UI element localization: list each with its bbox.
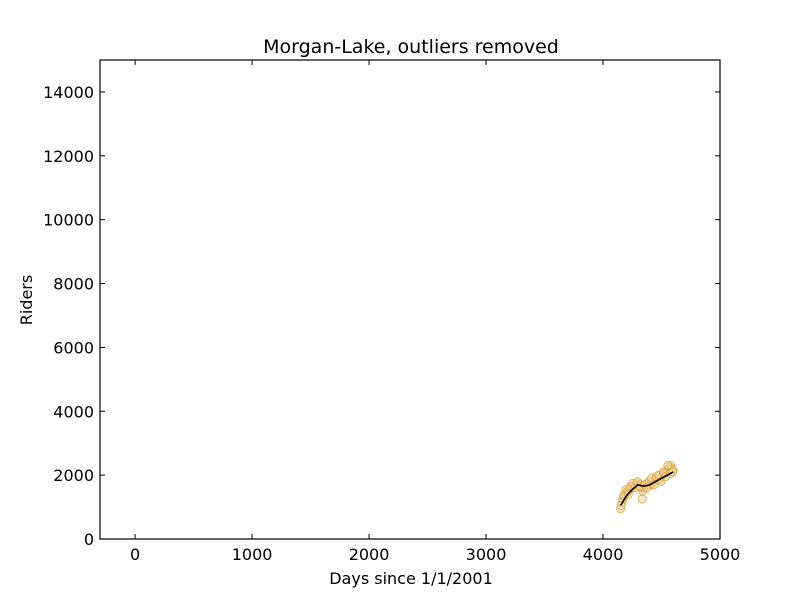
x-tick-label: 0 xyxy=(130,545,140,564)
scatter-point xyxy=(637,494,647,504)
x-axis-label: Days since 1/1/2001 xyxy=(329,569,493,588)
axis-ticks: 0 1000 2000 3000 4000 5000 0 2000 4000 6000 8000 10… xyxy=(43,60,740,564)
x-tick-label: 4000 xyxy=(583,545,624,564)
y-tick-label: 10000 xyxy=(43,211,94,230)
chart-title: Morgan-Lake, outliers removed xyxy=(263,36,559,58)
scatter-point xyxy=(663,461,673,471)
x-tick-label: 1000 xyxy=(232,545,273,564)
plot-frame xyxy=(99,59,721,540)
y-tick-label: 0 xyxy=(84,530,94,549)
y-tick-label: 2000 xyxy=(53,466,94,485)
y-tick-label: 8000 xyxy=(53,275,94,294)
x-tick-label: 3000 xyxy=(466,545,507,564)
data-marks xyxy=(616,461,678,514)
y-axis-label: Riders xyxy=(17,275,36,325)
y-tick-label: 4000 xyxy=(53,402,94,421)
y-tick-label: 6000 xyxy=(53,338,94,357)
y-tick-label: 12000 xyxy=(43,147,94,166)
x-tick-label: 5000 xyxy=(700,545,741,564)
trend-line xyxy=(619,471,674,506)
x-tick-label: 2000 xyxy=(349,545,390,564)
y-tick-label: 14000 xyxy=(43,83,94,102)
